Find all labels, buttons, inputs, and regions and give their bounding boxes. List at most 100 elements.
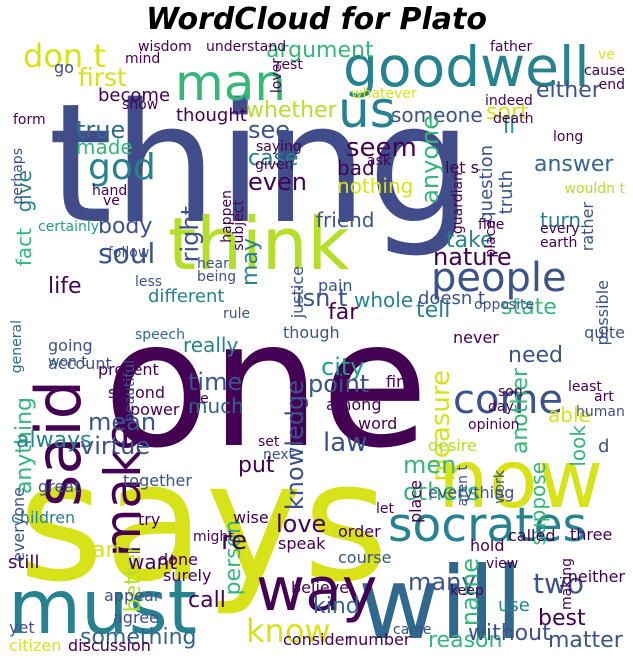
cloud-word: nature [433,243,512,271]
cloud-word: soul [98,237,156,270]
cloud-word: ask [367,153,391,169]
cloud-word: guardian [450,172,466,235]
cloud-word: d [598,436,610,457]
cloud-word: know [246,612,331,650]
cloud-word: certainly [38,219,100,235]
cloud-word: people [431,255,567,301]
cloud-word: someone [391,103,483,127]
cloud-word: course [338,548,392,567]
cloud-word: set [258,434,280,450]
cloud-word: place [483,220,499,258]
cloud-word: virtue [80,432,151,460]
cloud-word: consider [283,630,352,649]
cloud-word: always [16,428,92,453]
cloud-word: wise [233,508,269,527]
cloud-word: present [98,360,159,379]
cloud-word: whole [354,288,414,312]
cloud-word: thing [48,68,473,260]
cloud-word: surely [163,566,212,585]
cloud-word: think [168,202,350,286]
cloud-word: speak [278,534,326,553]
cloud-word: let s [445,158,479,177]
cloud-word: power [130,400,180,419]
cloud-word: love [276,510,327,538]
cloud-word: happen [219,190,235,243]
cloud-word: place [406,480,425,524]
cloud-word: everything [428,483,515,502]
cloud-word: opposite [474,297,535,313]
cloud-word: son [498,384,523,400]
cloud-word: reason [428,628,503,653]
cloud-word: think [168,202,350,286]
cloud-word: fact [12,228,36,267]
cloud-word: children [11,508,76,527]
cloud-word: man [175,54,287,112]
cloud-word: city [321,353,365,381]
cloud-word: still [8,552,40,573]
cloud-word: follow [108,245,150,261]
cloud-word: thought [176,105,247,126]
cloud-word: citizen [9,636,62,654]
cloud-word: see [248,116,291,144]
cloud-word: opinion [468,417,520,433]
cloud-word: least [568,379,602,395]
cloud-word: done [158,550,198,569]
cloud-word: isn t [296,284,348,312]
cloud-word: being [197,269,237,285]
cloud-word: ll [503,114,516,139]
cloud-word: won t [48,354,87,370]
cloud-word: now [438,433,604,526]
cloud-word: best [538,606,586,631]
cloud-word: doesn t [418,288,486,309]
cloud-word: find [386,372,417,391]
cloud-word: show [122,97,159,113]
cloud-word: fine [478,217,505,233]
cloud-word: us [338,81,396,139]
cloud-word: came [393,622,432,638]
cloud-word: come [453,377,564,423]
cloud-word: cause [583,63,625,79]
cloud-word: together [123,471,192,490]
cloud-word: put [238,453,275,478]
cloud-word: among [326,395,382,414]
cloud-word: nothing [337,174,414,198]
cloud-word: socrates [388,498,588,553]
cloud-word: hold [470,536,505,555]
cloud-word: answer [534,152,614,177]
cloud-word: must [8,563,198,651]
cloud-word: general [9,320,25,374]
cloud-word: without [468,621,551,646]
cloud-word: end [598,77,625,93]
cloud-word: take [446,228,494,253]
cloud-word: neither [567,567,625,586]
cloud-word: first [78,63,127,92]
cloud-word: turn [540,208,582,232]
cloud-word: speech [135,327,185,343]
cloud-word: though [283,323,340,342]
cloud-word: time [188,368,243,396]
cloud-word: every [540,221,580,237]
cloud-word: go [54,58,74,77]
cloud-word: others [403,478,480,506]
cloud-word: sort [486,100,529,125]
cloud-word: knowledge [281,380,309,511]
cloud-word: men [403,451,457,479]
cloud-word: even [248,168,307,196]
cloud-word: body [98,214,153,239]
cloud-word: whatever [351,86,417,102]
cloud-word: really [183,333,239,357]
cloud-word: either [536,78,601,103]
cloud-word: right [176,206,204,263]
cloud-word: question [476,145,497,223]
cloud-word: appear [104,586,161,605]
cloud-word: agree [113,608,159,627]
cloud-word: rule [223,306,251,322]
cloud-word: mean [88,408,157,436]
cloud-word: order [338,522,381,541]
cloud-word: will [358,545,524,654]
cloud-word: discussion [68,636,151,654]
cloud-word: matter [548,628,623,653]
cloud-word: able [548,403,591,427]
cloud-word: form [13,112,46,128]
cloud-word: hand [92,183,128,199]
